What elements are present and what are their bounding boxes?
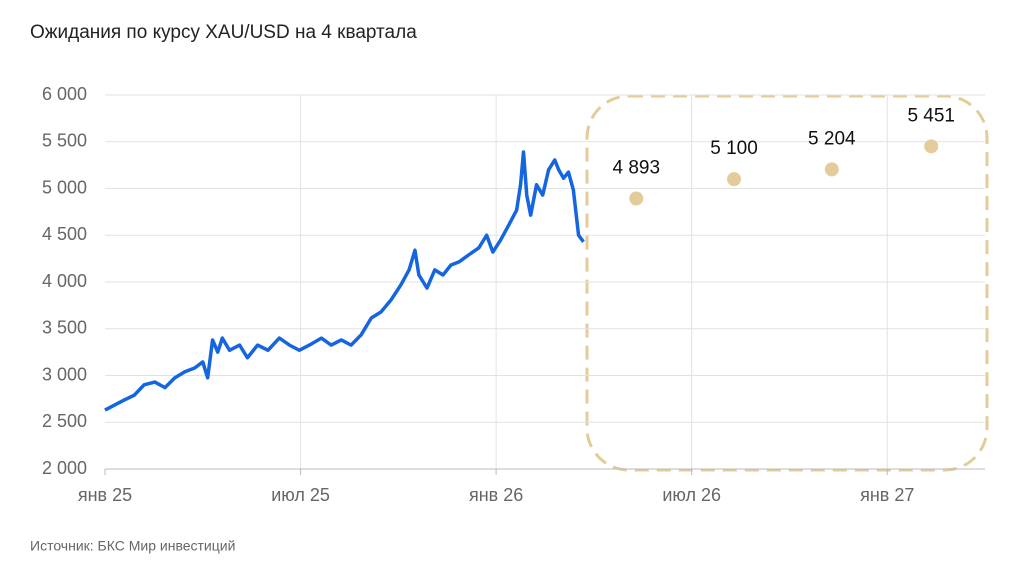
x-tick-label: июл 25 [271,485,330,505]
forecast-point [629,191,644,206]
data-label: 5 204 [808,128,856,149]
x-tick-label: янв 25 [78,485,132,505]
x-tick-label: июл 26 [662,485,721,505]
price-line [104,150,585,412]
y-tick-label: 5 000 [42,177,87,197]
data-label: 5 100 [710,138,758,159]
y-tick-label: 2 000 [42,458,87,478]
y-tick-label: 3 500 [42,318,87,338]
source: Источник: БКС Мир инвестиций [30,538,235,554]
forecast-point [824,162,839,177]
y-tick-label: 6 000 [42,84,87,104]
y-tick-label: 2 500 [42,411,87,431]
y-tick-label: 4 500 [42,224,87,244]
forecast-point [924,139,939,154]
forecast-point [727,172,742,187]
y-tick-label: 5 500 [42,131,87,151]
y-tick-label: 4 000 [42,271,87,291]
data-label: 5 451 [907,105,955,126]
chart-title: Ожидания по курсу XAU/USD на 4 квартала [30,22,417,43]
x-tick-label: янв 27 [860,485,914,505]
y-tick-label: 3 000 [42,364,87,384]
data-label: 4 893 [612,158,660,179]
x-tick-label: янв 26 [469,485,523,505]
forecast-highlight [585,94,989,472]
